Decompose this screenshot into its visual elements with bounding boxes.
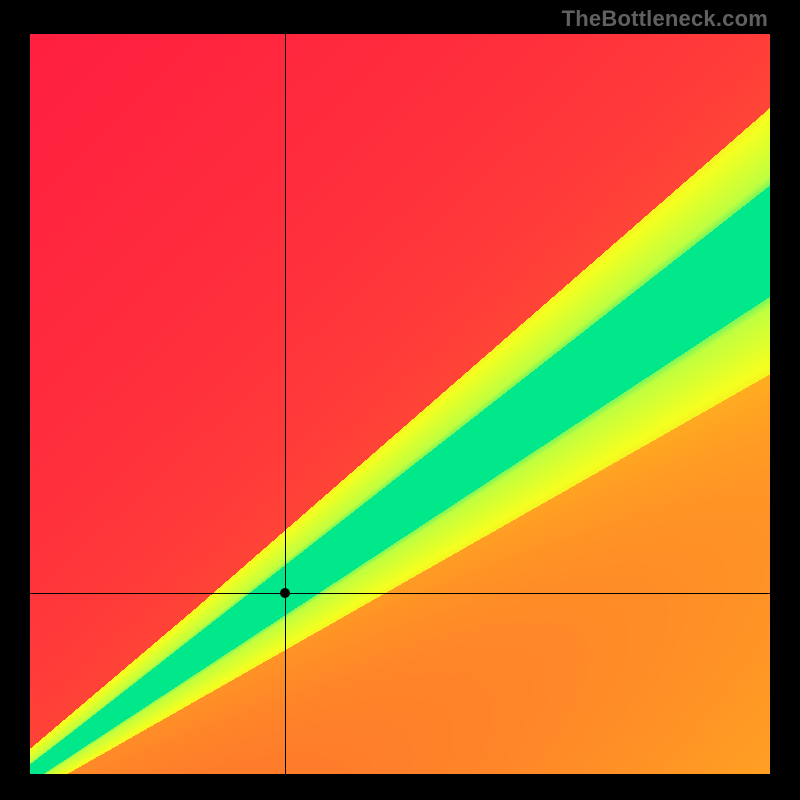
crosshair-marker xyxy=(280,588,290,598)
watermark-text: TheBottleneck.com xyxy=(562,6,768,32)
bottleneck-heatmap xyxy=(30,34,770,774)
crosshair-vertical xyxy=(285,34,286,774)
heatmap-canvas xyxy=(30,34,770,774)
crosshair-horizontal xyxy=(30,593,770,594)
